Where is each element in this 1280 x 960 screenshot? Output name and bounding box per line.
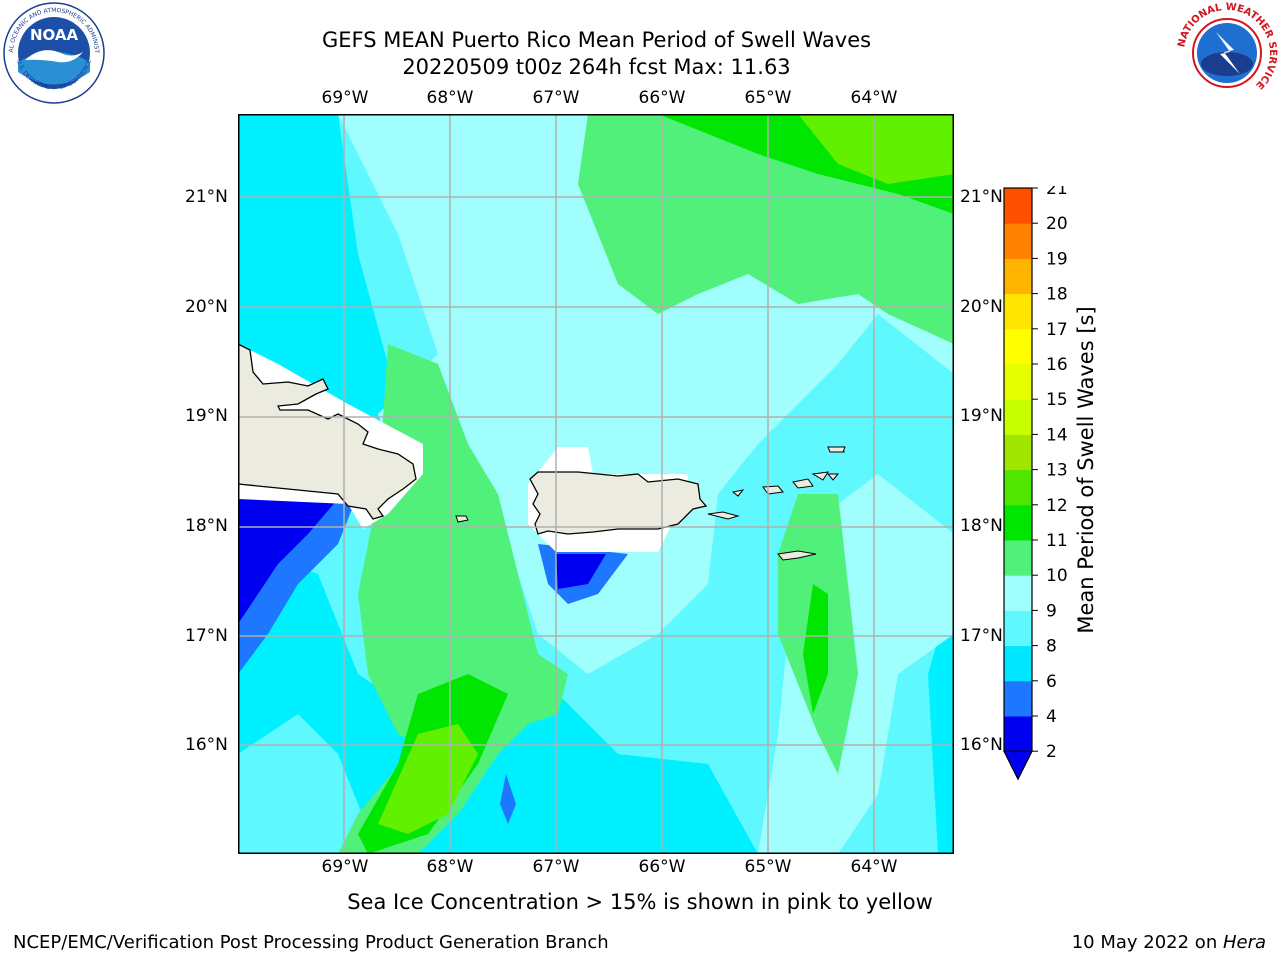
colorbar-tick-label: 13 xyxy=(1046,461,1068,481)
nws-logo: NATIONAL WEATHER SERVICE xyxy=(1176,2,1278,104)
lon-label: 69°W xyxy=(321,857,369,877)
colorbar-tick-label: 19 xyxy=(1046,249,1068,269)
colorbar-extension xyxy=(1003,750,1033,781)
colorbar-segment xyxy=(1004,540,1032,576)
colorbar-tick-label: 8 xyxy=(1046,637,1057,657)
lon-label: 67°W xyxy=(532,88,580,108)
contour-2-4 xyxy=(238,499,338,624)
colorbar-tick-label: 10 xyxy=(1046,566,1068,586)
contour-12-13 xyxy=(798,114,954,184)
swell-period-map xyxy=(238,114,954,854)
contour-4-6 xyxy=(500,774,516,824)
lon-label: 64°W xyxy=(850,857,898,877)
colorbar-segment xyxy=(1004,575,1032,611)
lat-label: 16°N xyxy=(185,735,228,755)
noaa-logo: NOAA NATIONAL OCEANIC AND ATMOSPHERIC AD… xyxy=(0,0,105,104)
colorbar-label: Mean Period of Swell Waves [s] xyxy=(1074,306,1098,634)
lon-label: 66°W xyxy=(638,88,686,108)
chart-subtitle: 20220509 t00z 264h fcst Max: 11.63 xyxy=(402,55,791,79)
lat-label: 21°N xyxy=(960,187,1003,207)
colorbar-segment xyxy=(1004,328,1032,365)
colorbar-tick-label: 6 xyxy=(1046,672,1057,692)
footer-branch: NCEP/EMC/Verification Post Processing Pr… xyxy=(13,932,609,953)
lat-label: 17°N xyxy=(960,626,1003,646)
colorbar-tick-label: 2 xyxy=(1046,742,1057,762)
colorbar-segment xyxy=(1004,364,1032,400)
lat-label: 18°N xyxy=(960,516,1003,536)
colorbar-segment xyxy=(1004,434,1032,471)
lon-label: 65°W xyxy=(744,88,792,108)
colorbar-segment xyxy=(1004,645,1032,682)
colorbar-segment xyxy=(1004,680,1032,717)
colorbar-segment xyxy=(1004,610,1032,647)
contour-12-13 xyxy=(378,724,478,834)
footer-date-text: 10 May 2022 on xyxy=(1071,932,1223,953)
lat-label: 20°N xyxy=(960,297,1003,317)
colorbar-segment xyxy=(1004,293,1032,330)
colorbar-tick-label: 4 xyxy=(1046,707,1057,727)
colorbar-tick-label: 14 xyxy=(1046,425,1068,445)
hispaniola-landmass xyxy=(238,343,417,520)
colorbar-segment xyxy=(1004,399,1032,435)
colorbar-tick-label: 17 xyxy=(1046,320,1068,340)
map-gridlines xyxy=(238,114,954,854)
colorbar-tick-label: 16 xyxy=(1046,355,1068,375)
contour-2-4 xyxy=(556,554,606,589)
colorbar-segment xyxy=(1004,258,1032,295)
lon-label: 67°W xyxy=(532,857,580,877)
mona-island xyxy=(455,515,469,523)
anegada-island xyxy=(827,446,846,453)
colorbar-tick-label: 20 xyxy=(1046,214,1068,234)
colorbar-segment xyxy=(1004,469,1032,506)
colorbar: 2 4 6 8 9 10 11 12 13 14 15 16 17 18 19 20 21 xyxy=(1000,179,1120,786)
lat-label: 19°N xyxy=(185,406,228,426)
lat-label: 18°N xyxy=(185,516,228,536)
colorbar-segment xyxy=(1004,504,1032,541)
lat-label: 21°N xyxy=(185,187,228,207)
noaa-logo-text: NOAA xyxy=(30,26,79,44)
colorbar-tick-label: 12 xyxy=(1046,496,1068,516)
lon-label: 69°W xyxy=(321,88,369,108)
colorbar-segment xyxy=(1004,223,1032,259)
colorbar-segment xyxy=(1004,188,1032,224)
vieques-island xyxy=(707,511,740,520)
lon-label: 68°W xyxy=(426,88,474,108)
colorbar-tick-label: 21 xyxy=(1046,186,1068,199)
colorbar-svg: 2 4 6 8 9 10 11 12 13 14 15 16 17 18 19 20 21 xyxy=(1003,179,1068,781)
footer-date: 10 May 2022 on Hera xyxy=(1072,932,1266,953)
colorbar-tick-label: 9 xyxy=(1046,601,1057,621)
chart-title: GEFS MEAN Puerto Rico Mean Period of Swe… xyxy=(321,28,872,52)
colorbar-tick-label: 11 xyxy=(1046,531,1068,551)
lat-label: 19°N xyxy=(960,406,1003,426)
colorbar-tick-label: 18 xyxy=(1046,285,1068,305)
sea-ice-caption: Sea Ice Concentration > 15% is shown in … xyxy=(347,890,933,914)
map-frame xyxy=(238,114,954,854)
contour-8-9 xyxy=(238,714,378,854)
map-panel xyxy=(238,114,954,854)
lat-label: 17°N xyxy=(185,626,228,646)
st-croix-island xyxy=(777,550,817,561)
lon-label: 66°W xyxy=(638,857,686,877)
colorbar-segment xyxy=(1004,716,1032,752)
lat-label: 16°N xyxy=(960,735,1003,755)
lon-label: 64°W xyxy=(850,88,898,108)
colorbar-tick-label: 15 xyxy=(1046,390,1068,410)
lat-label: 20°N xyxy=(185,297,228,317)
lon-label: 65°W xyxy=(744,857,792,877)
contour-11-12 xyxy=(803,584,828,714)
lon-label: 68°W xyxy=(426,857,474,877)
footer-host: Hera xyxy=(1222,932,1266,953)
